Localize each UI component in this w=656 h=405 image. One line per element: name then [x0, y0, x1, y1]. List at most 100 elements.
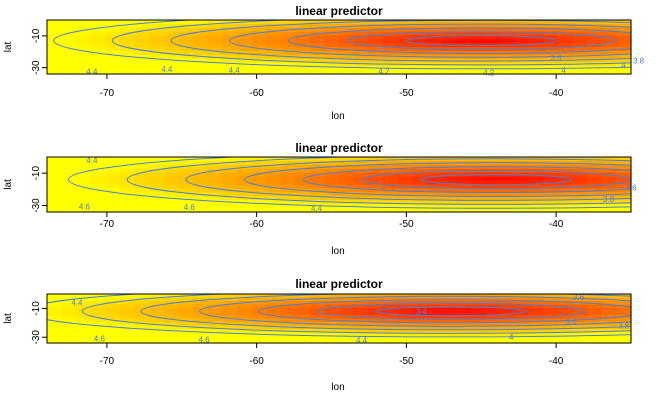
- heatmap-cell: [47, 66, 63, 71]
- heatmap-cell: [601, 318, 617, 323]
- heatmap-cell: [76, 325, 92, 330]
- heatmap-cell: [353, 35, 369, 40]
- heatmap-cell: [163, 188, 179, 193]
- heatmap-cell: [149, 176, 165, 182]
- heatmap-cell: [236, 43, 252, 48]
- heatmap-cell: [368, 66, 384, 71]
- heatmap-cell: [134, 301, 150, 306]
- heatmap-cell: [499, 188, 515, 193]
- heatmap-cell: [426, 325, 442, 330]
- heatmap-cell: [616, 54, 632, 60]
- heatmap-cell: [134, 176, 150, 182]
- heatmap-cell: [295, 311, 311, 316]
- heatmap-cell: [222, 66, 238, 71]
- heatmap-cell: [266, 339, 282, 344]
- heatmap-cell: [295, 39, 311, 44]
- heatmap-cell: [105, 208, 121, 213]
- heatmap-cell: [295, 329, 311, 334]
- heatmap-cell: [47, 192, 63, 197]
- heatmap-cell: [120, 308, 136, 313]
- heatmap-cell: [382, 304, 398, 309]
- heatmap-cell: [353, 66, 369, 71]
- heatmap-cell: [353, 332, 369, 337]
- heatmap-cell: [572, 70, 588, 75]
- heatmap-cell: [149, 43, 165, 48]
- heatmap-cell: [397, 301, 413, 306]
- heatmap-cell: [193, 23, 209, 29]
- heatmap-cell: [61, 160, 77, 166]
- heatmap-cell: [543, 332, 559, 337]
- heatmap-cell: [353, 70, 369, 75]
- heatmap-cell: [178, 208, 194, 213]
- heatmap-cell: [222, 204, 238, 209]
- heatmap-cell: [105, 66, 121, 71]
- heatmap-cell: [207, 196, 223, 201]
- heatmap-cell: [368, 325, 384, 330]
- heatmap-cell: [441, 329, 457, 334]
- heatmap-cell: [105, 172, 121, 178]
- heatmap-cell: [324, 180, 340, 186]
- heatmap-cell: [120, 70, 136, 75]
- heatmap-cell: [76, 339, 92, 344]
- heatmap-cell: [251, 176, 267, 182]
- heatmap-cell: [543, 304, 559, 309]
- heatmap-cell: [266, 208, 282, 213]
- heatmap-cell: [324, 70, 340, 75]
- heatmap-cell: [222, 192, 238, 197]
- heatmap-cell: [236, 184, 252, 190]
- heatmap-cell: [295, 339, 311, 344]
- heatmap-cell: [485, 39, 501, 44]
- heatmap-cell: [441, 176, 457, 182]
- heatmap-cell: [324, 339, 340, 344]
- heatmap-cell: [412, 20, 428, 25]
- heatmap-cell: [382, 308, 398, 313]
- heatmap-cell: [543, 208, 559, 213]
- heatmap-cell: [412, 208, 428, 213]
- heatmap-cell: [178, 168, 194, 174]
- heatmap-cell: [90, 304, 106, 309]
- heatmap-cell: [251, 164, 267, 170]
- contour-label: 4.4: [71, 299, 83, 308]
- heatmap-cell: [222, 172, 238, 178]
- heatmap-cell: [543, 204, 559, 209]
- heatmap-cell: [309, 157, 325, 162]
- heatmap-cell: [295, 332, 311, 337]
- heatmap-cell: [499, 31, 515, 37]
- plot-frame: [46, 19, 632, 75]
- heatmap-cell: [368, 332, 384, 337]
- heatmap-cell: [324, 322, 340, 327]
- heatmap-cell: [382, 297, 398, 302]
- heatmap-cell: [397, 200, 413, 205]
- heatmap-cell: [397, 160, 413, 166]
- heatmap-cell: [499, 297, 515, 302]
- heatmap-cell: [178, 20, 194, 25]
- heatmap-cell: [587, 208, 603, 213]
- heatmap-cell: [601, 336, 617, 341]
- heatmap-cell: [426, 176, 442, 182]
- x-tick-label: -60: [249, 219, 264, 230]
- heatmap-cell: [207, 184, 223, 190]
- heatmap-cell: [616, 160, 632, 166]
- heatmap-cell: [251, 39, 267, 44]
- heatmap-cell: [193, 58, 209, 64]
- heatmap-cell: [441, 31, 457, 37]
- heatmap-cell: [368, 336, 384, 341]
- heatmap-cell: [149, 62, 165, 67]
- heatmap-cell: [134, 304, 150, 309]
- heatmap-cell: [397, 336, 413, 341]
- heatmap-cell: [251, 208, 267, 213]
- heatmap-cell: [76, 192, 92, 197]
- contour-label: 3.8: [603, 195, 615, 204]
- heatmap-cell: [280, 168, 296, 174]
- heatmap-cell: [528, 325, 544, 330]
- heatmap-cell: [485, 180, 501, 186]
- heatmap-cell: [616, 164, 632, 170]
- heatmap-cell: [178, 184, 194, 190]
- heatmap-cell: [266, 204, 282, 209]
- heatmap-cell: [470, 27, 486, 33]
- heatmap-cell: [339, 311, 355, 316]
- heatmap-cell: [572, 54, 588, 60]
- heatmap-cell: [412, 23, 428, 29]
- heatmap-cell: [193, 336, 209, 341]
- heatmap-cell: [47, 322, 63, 327]
